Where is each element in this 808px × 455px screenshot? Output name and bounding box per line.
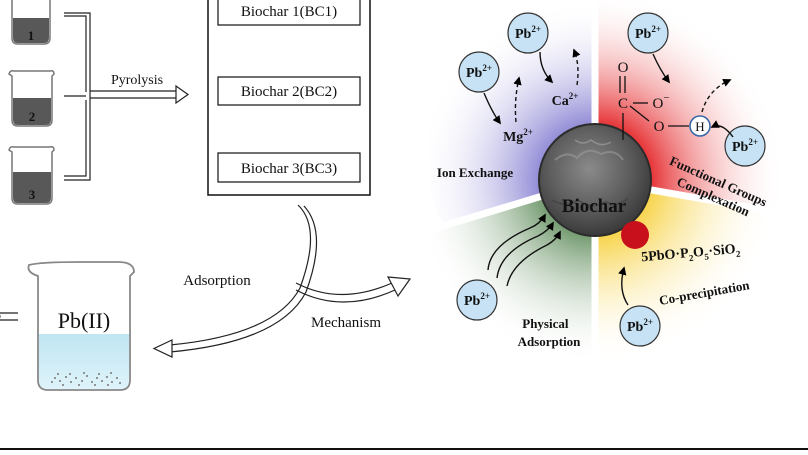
beaker-3-label: 3 (29, 187, 36, 202)
pyrolysis-bracket (64, 12, 190, 181)
svg-text:Pb2+: Pb2+ (635, 24, 661, 42)
ion-bubble: Pb2+ (627, 12, 669, 54)
beaker-2-label: 2 (29, 109, 36, 124)
atom-c: C (618, 96, 628, 112)
atom-h: H (695, 119, 704, 134)
svg-text:Pb2+: Pb2+ (627, 317, 653, 335)
hydrogen-atom (689, 115, 711, 137)
biochar-list-box (207, 0, 371, 196)
physical-adsorption-arrows (487, 213, 561, 287)
biochar-center-label: Biochar (562, 196, 627, 217)
functional-arrows (652, 53, 734, 138)
atom-o-hydroxyl: O (654, 119, 665, 135)
precipitate-formula: 5PbO·P2O5·SiO2 (641, 242, 742, 268)
ion-bubble: Pb2+ (458, 51, 500, 93)
ion-exchange-label: Ion Exchange (437, 165, 513, 180)
precipitate-dot (621, 221, 649, 249)
atom-o-minus: O− (652, 92, 669, 112)
beaker-3: 3 (8, 146, 55, 205)
svg-text:Pb2+: Pb2+ (732, 137, 758, 155)
ion-bubble: Pb2+ (507, 12, 549, 54)
physical-adsorption-label: Physical Adsorption (518, 316, 582, 349)
pb-solution-beaker (27, 261, 135, 391)
biochar-item-3: Biochar 3(BC3) (241, 161, 337, 177)
beaker-2: 2 (8, 70, 55, 127)
beaker-1-label: 1 (28, 28, 35, 43)
biochar-particle (538, 123, 652, 237)
pyrolysis-label: Pyrolysis (111, 73, 163, 88)
atom-o-top: O (618, 60, 629, 76)
svg-text:Pb2+: Pb2+ (515, 24, 541, 42)
ion-bubble: Pb2+ (456, 279, 498, 321)
left-edge-arrow (0, 312, 18, 321)
ion-bubble: Pb2+ (619, 305, 661, 347)
ion-exchange-arrows (483, 48, 581, 125)
co-precipitation-arrow (618, 266, 629, 306)
mechanism-arrow (295, 276, 412, 303)
beaker-1: 1 (11, 0, 51, 45)
svg-text:Pb2+: Pb2+ (464, 291, 490, 309)
svg-text:Pb2+: Pb2+ (466, 63, 492, 81)
mechanism-label: Mechanism (311, 315, 381, 331)
ion-bubble: Pb2+ (724, 125, 766, 167)
magnesium-ion: Mg2+ (503, 127, 533, 145)
calcium-ion: Ca2+ (552, 91, 579, 109)
biochar-item-2: Biochar 2(BC2) (241, 84, 337, 100)
precipitate-particles (51, 372, 121, 386)
pb-solution-label: Pb(II) (58, 308, 111, 333)
biochar-item-1: Biochar 1(BC1) (241, 4, 337, 20)
adsorption-label: Adsorption (183, 273, 251, 289)
carboxyl-structure: O C O− O H (618, 60, 711, 140)
